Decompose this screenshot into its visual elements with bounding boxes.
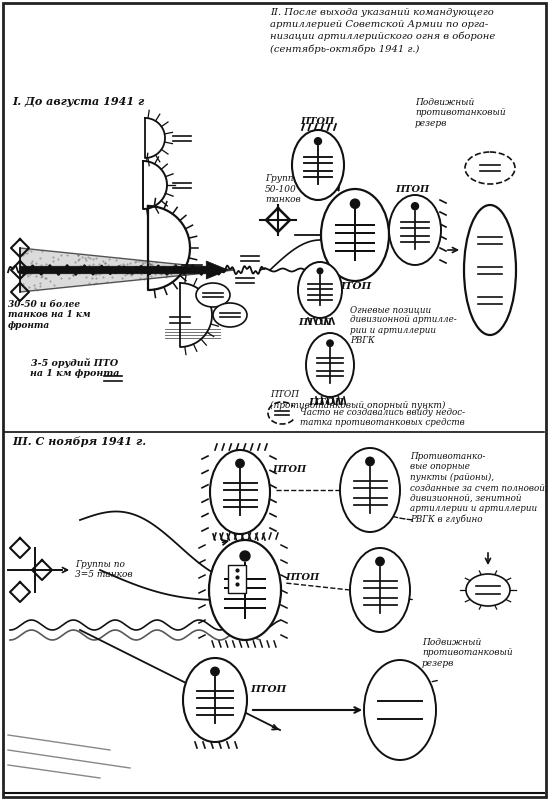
- Ellipse shape: [306, 333, 354, 397]
- Text: ПТОП: ПТОП: [298, 318, 332, 327]
- Text: Группы по
3=5 танков: Группы по 3=5 танков: [75, 560, 133, 579]
- Circle shape: [211, 667, 219, 676]
- Ellipse shape: [196, 283, 230, 307]
- Ellipse shape: [213, 303, 247, 327]
- Ellipse shape: [464, 205, 516, 335]
- Text: ПТОП: ПТОП: [250, 686, 286, 694]
- Text: ПТОП: ПТОП: [308, 398, 344, 407]
- Text: 3-5 орудий ПТО
на 1 км фронта: 3-5 орудий ПТО на 1 км фронта: [30, 358, 120, 378]
- Text: ПТОП: ПТОП: [335, 282, 371, 291]
- Text: Огневые позиции
дивизионной артилле-
рии и артиллерии
РВГК: Огневые позиции дивизионной артилле- рии…: [350, 305, 457, 346]
- Text: ПТОП: ПТОП: [395, 185, 429, 194]
- Circle shape: [315, 138, 322, 145]
- Ellipse shape: [466, 574, 510, 606]
- Circle shape: [317, 268, 323, 274]
- Ellipse shape: [340, 448, 400, 532]
- Circle shape: [240, 551, 250, 561]
- Text: ПТОП
(противотанковый опорный пункт): ПТОП (противотанковый опорный пункт): [270, 390, 445, 410]
- FancyArrow shape: [20, 261, 228, 279]
- Ellipse shape: [364, 660, 436, 760]
- Text: Подвижный
противотанковый
резерв: Подвижный противотанковый резерв: [422, 638, 513, 668]
- Text: ПТОП: ПТОП: [285, 574, 320, 582]
- Circle shape: [412, 202, 418, 210]
- Ellipse shape: [210, 450, 270, 534]
- Text: Противотанко-
вые опорные
пункты (районы),
созданные за счет полновой,
дивизионн: Противотанко- вые опорные пункты (районы…: [410, 452, 547, 524]
- Ellipse shape: [183, 658, 247, 742]
- Text: Подвижный
противотанковый
резерв: Подвижный противотанковый резерв: [415, 98, 506, 128]
- Ellipse shape: [298, 262, 342, 318]
- Ellipse shape: [209, 540, 281, 640]
- Text: III. С ноября 1941 г.: III. С ноября 1941 г.: [12, 436, 146, 447]
- Ellipse shape: [321, 189, 389, 281]
- Text: Часто не создавались ввиду недос-
татка противотанковых средств: Часто не создавались ввиду недос- татка …: [300, 408, 465, 427]
- Bar: [228, 565, 246, 593]
- Circle shape: [376, 558, 384, 566]
- Circle shape: [327, 340, 333, 346]
- Text: I. До августа 1941 г: I. До августа 1941 г: [12, 96, 144, 107]
- Ellipse shape: [292, 130, 344, 200]
- Circle shape: [236, 459, 244, 468]
- Circle shape: [366, 458, 374, 466]
- Text: Группы по
50-100
танков: Группы по 50-100 танков: [265, 174, 315, 204]
- Ellipse shape: [389, 195, 441, 265]
- Text: 30-50 и более
танков на 1 км
фронта: 30-50 и более танков на 1 км фронта: [8, 300, 91, 330]
- Text: II. После выхода указаний командующего
артиллерией Советской Армии по орга-
низа: II. После выхода указаний командующего а…: [270, 8, 495, 54]
- Text: ПТОП: ПТОП: [300, 117, 334, 126]
- Ellipse shape: [465, 152, 515, 184]
- Circle shape: [350, 199, 360, 208]
- Ellipse shape: [350, 548, 410, 632]
- Text: ПТОП: ПТОП: [272, 466, 306, 474]
- Polygon shape: [20, 248, 235, 292]
